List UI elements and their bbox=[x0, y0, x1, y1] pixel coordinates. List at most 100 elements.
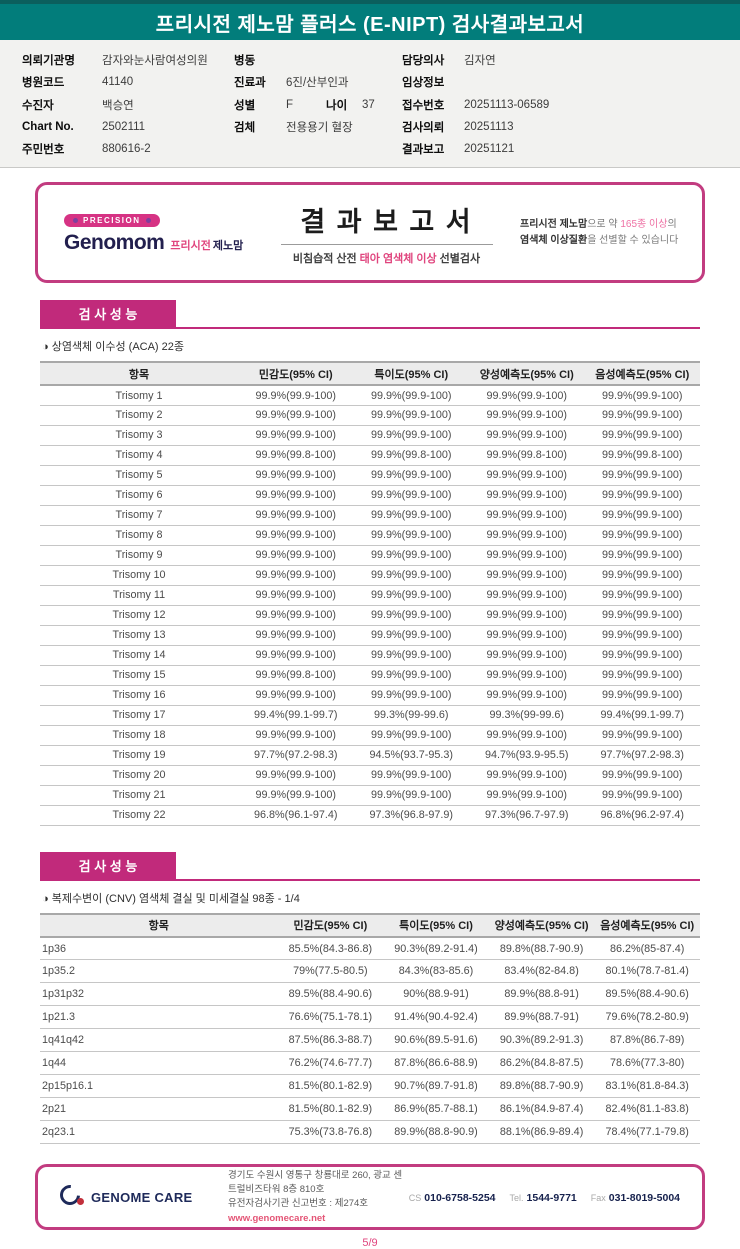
value-cell: 90.7%(89.7-91.8) bbox=[383, 1074, 489, 1099]
value-cell: 96.8%(96.2-97.4) bbox=[584, 805, 700, 826]
subtitle-text: 선별검사 bbox=[436, 252, 481, 265]
value-cell: 99.9%(99.9-100) bbox=[469, 605, 585, 626]
value-cell: 76.2%(74.6-77.7) bbox=[277, 1051, 384, 1076]
field-label: 임상정보 bbox=[402, 77, 445, 90]
cs-label: CS bbox=[408, 1193, 422, 1204]
value-cell: 97.7%(97.2-98.3) bbox=[238, 745, 354, 766]
value-cell: 99.4%(99.1-99.7) bbox=[238, 705, 354, 726]
table-row: 1p35.2 79%(77.5-80.5) 84.3%(83-85.6) 83.4%(… bbox=[40, 959, 700, 984]
value-cell: 89.8%(88.7-90.9) bbox=[488, 1074, 595, 1099]
item-cell: Trisomy 14 bbox=[40, 645, 238, 666]
value-cell: 99.9%(99.9-100) bbox=[469, 465, 585, 486]
value-cell: 99.9%(99.9-100) bbox=[584, 565, 700, 586]
field-label: 병원코드 bbox=[22, 77, 65, 90]
value-cell: 99.9%(99.9-100) bbox=[353, 485, 469, 506]
item-cell: Trisomy 13 bbox=[40, 625, 238, 646]
table-row: Trisomy 14 99.9%(99.9-100) 99.9%(99.9-100)… bbox=[40, 645, 700, 666]
value-cell: 99.9%(99.9-100) bbox=[469, 585, 585, 606]
value-cell: 99.9%(99.9-100) bbox=[469, 525, 585, 546]
table-row: Trisomy 20 99.9%(99.9-100) 99.9%(99.9-100)… bbox=[40, 765, 700, 786]
item-cell: Trisomy 6 bbox=[40, 485, 238, 506]
value-cell: 94.5%(93.7-95.3) bbox=[353, 745, 469, 766]
banner-divider bbox=[280, 243, 493, 245]
value-cell: 81.5%(80.1-82.9) bbox=[277, 1097, 384, 1122]
top-edge-line bbox=[0, 0, 740, 4]
item-cell: Trisomy 15 bbox=[40, 665, 238, 686]
value-cell: 89.9%(88.8-91) bbox=[488, 982, 595, 1007]
value-cell: 99.9%(99.9-100) bbox=[353, 465, 469, 486]
value-cell: 99.9%(99.9-100) bbox=[353, 525, 469, 546]
value-cell: 99.9%(99.9-100) bbox=[584, 785, 700, 806]
value-cell: 99.9%(99.9-100) bbox=[584, 425, 700, 446]
value-cell: 89.5%(88.4-90.6) bbox=[277, 982, 384, 1007]
column-header: 특이도(95% CI) bbox=[383, 912, 489, 938]
value-cell: 91.4%(90.4-92.4) bbox=[383, 1005, 489, 1030]
brand-name: Genomom bbox=[64, 231, 165, 255]
item-cell: Trisomy 2 bbox=[40, 405, 238, 426]
value-cell: 99.9%(99.9-100) bbox=[353, 665, 469, 686]
field-value: 20251113 bbox=[464, 121, 514, 134]
footer-cs: CS 010-6758-5254 bbox=[409, 1188, 496, 1206]
value-cell: 99.9%(99.9-100) bbox=[238, 585, 354, 606]
field-receipt-no: 접수번호 20251113-06589 bbox=[402, 94, 740, 116]
table-row: 2p21 81.5%(80.1-82.9) 86.9%(85.7-88.1) 86.1… bbox=[40, 1097, 700, 1122]
value-cell: 87.5%(86.3-88.7) bbox=[277, 1028, 384, 1053]
value-cell: 78.4%(77.1-79.8) bbox=[594, 1120, 700, 1145]
value-cell: 97.3%(96.8-97.9) bbox=[353, 805, 469, 826]
genomecare-brand: GENOME CARE bbox=[91, 1189, 193, 1205]
section-subtitle-cnv: ◑ 복제수변이 (CNV) 염색체 결실 및 미세결실 98종 - 1/4 bbox=[42, 892, 300, 905]
table-row: Trisomy 11 99.9%(99.9-100) 99.9%(99.9-100)… bbox=[40, 585, 700, 606]
brand-kr-pink: 프리시전 bbox=[170, 240, 211, 253]
section-heading-rule: 검 사 성 능 bbox=[40, 851, 700, 881]
table-row: 1p21.3 76.6%(75.1-78.1) 91.4%(90.4-92.4) 89… bbox=[40, 1005, 700, 1030]
value-cell: 99.9%(99.9-100) bbox=[238, 725, 354, 746]
footer: GENOME CARE 경기도 수원시 영통구 창룡대로 260, 광교 센트럴… bbox=[35, 1164, 705, 1231]
value-cell: 94.7%(93.9-95.5) bbox=[469, 745, 585, 766]
table-row: Trisomy 3 99.9%(99.9-100) 99.9%(99.9-100) 9… bbox=[40, 425, 700, 446]
brand-line: Genomom 프리시전 제노맘 bbox=[64, 231, 253, 255]
banner-center: 결 과 보 고 서 비침습적 산전 태아 염색체 이상 선별검사 bbox=[253, 200, 520, 266]
table-row: Trisomy 10 99.9%(99.9-100) 99.9%(99.9-100)… bbox=[40, 565, 700, 586]
section-heading: 검 사 성 능 bbox=[40, 300, 176, 328]
item-cell: 2q23.1 bbox=[40, 1120, 278, 1145]
genomom-logo: PRECISION Genomom 프리시전 제노맘 bbox=[38, 210, 253, 255]
table-row: Trisomy 19 97.7%(97.2-98.3) 94.5%(93.7-95.… bbox=[40, 745, 700, 766]
value-cell: 99.9%(99.9-100) bbox=[353, 565, 469, 586]
page-title: 프리시전 제노맘 플러스 (E-NIPT) 검사결과보고서 bbox=[155, 13, 585, 36]
field-label: 나이 bbox=[326, 99, 348, 112]
genomecare-logo-icon bbox=[55, 1181, 85, 1210]
field-label: 접수번호 bbox=[402, 99, 445, 112]
brand-kr-dark: 제노맘 bbox=[212, 240, 244, 253]
field-value: F bbox=[286, 98, 294, 111]
section-aca: 검 사 성 능 ◑ 상염색체 이수성 (ACA) 22종 항목 민감도(95% C… bbox=[40, 300, 700, 826]
item-cell: 1p31p32 bbox=[40, 982, 278, 1007]
tel-number: 1544-9771 bbox=[526, 1192, 577, 1205]
field-value: 백승연 bbox=[102, 99, 134, 112]
value-cell: 99.9%(99.9-100) bbox=[584, 645, 700, 666]
field-value: 20251113-06589 bbox=[464, 98, 550, 111]
table-row: Trisomy 9 99.9%(99.9-100) 99.9%(99.9-100) 9… bbox=[40, 545, 700, 566]
value-cell: 79%(77.5-80.5) bbox=[277, 959, 384, 984]
value-cell: 99.9%(99.9-100) bbox=[469, 505, 585, 526]
value-cell: 99.9%(99.9-100) bbox=[584, 405, 700, 426]
value-cell: 99.9%(99.9-100) bbox=[469, 685, 585, 706]
field-hospital-code: 병원코드 41140 bbox=[22, 71, 234, 93]
value-cell: 99.9%(99.9-100) bbox=[584, 485, 700, 506]
value-cell: 99.9%(99.9-100) bbox=[238, 625, 354, 646]
field-chart-no: Chart No. 2502111 bbox=[22, 116, 234, 138]
table-row: Trisomy 6 99.9%(99.9-100) 99.9%(99.9-100) 9… bbox=[40, 485, 700, 506]
value-cell: 99.3%(99-99.6) bbox=[353, 705, 469, 726]
cs-number: 010-6758-5254 bbox=[424, 1192, 496, 1205]
section-heading-rule: 검 사 성 능 bbox=[40, 300, 700, 330]
value-cell: 99.9%(99.9-100) bbox=[238, 425, 354, 446]
item-cell: Trisomy 10 bbox=[40, 565, 238, 586]
description-bold: 프리시전 제노맘 bbox=[520, 219, 588, 231]
banner-subtitle: 비침습적 산전 태아 염색체 이상 선별검사 bbox=[253, 250, 520, 266]
item-cell: Trisomy 20 bbox=[40, 765, 238, 786]
value-cell: 86.2%(84.8-87.5) bbox=[488, 1051, 595, 1076]
table-row: Trisomy 12 99.9%(99.9-100) 99.9%(99.9-100)… bbox=[40, 605, 700, 626]
value-cell: 99.9%(99.9-100) bbox=[469, 425, 585, 446]
value-cell: 87.8%(86.6-88.9) bbox=[383, 1051, 489, 1076]
value-cell: 99.3%(99-99.6) bbox=[469, 705, 585, 726]
column-header: 특이도(95% CI) bbox=[353, 361, 469, 387]
